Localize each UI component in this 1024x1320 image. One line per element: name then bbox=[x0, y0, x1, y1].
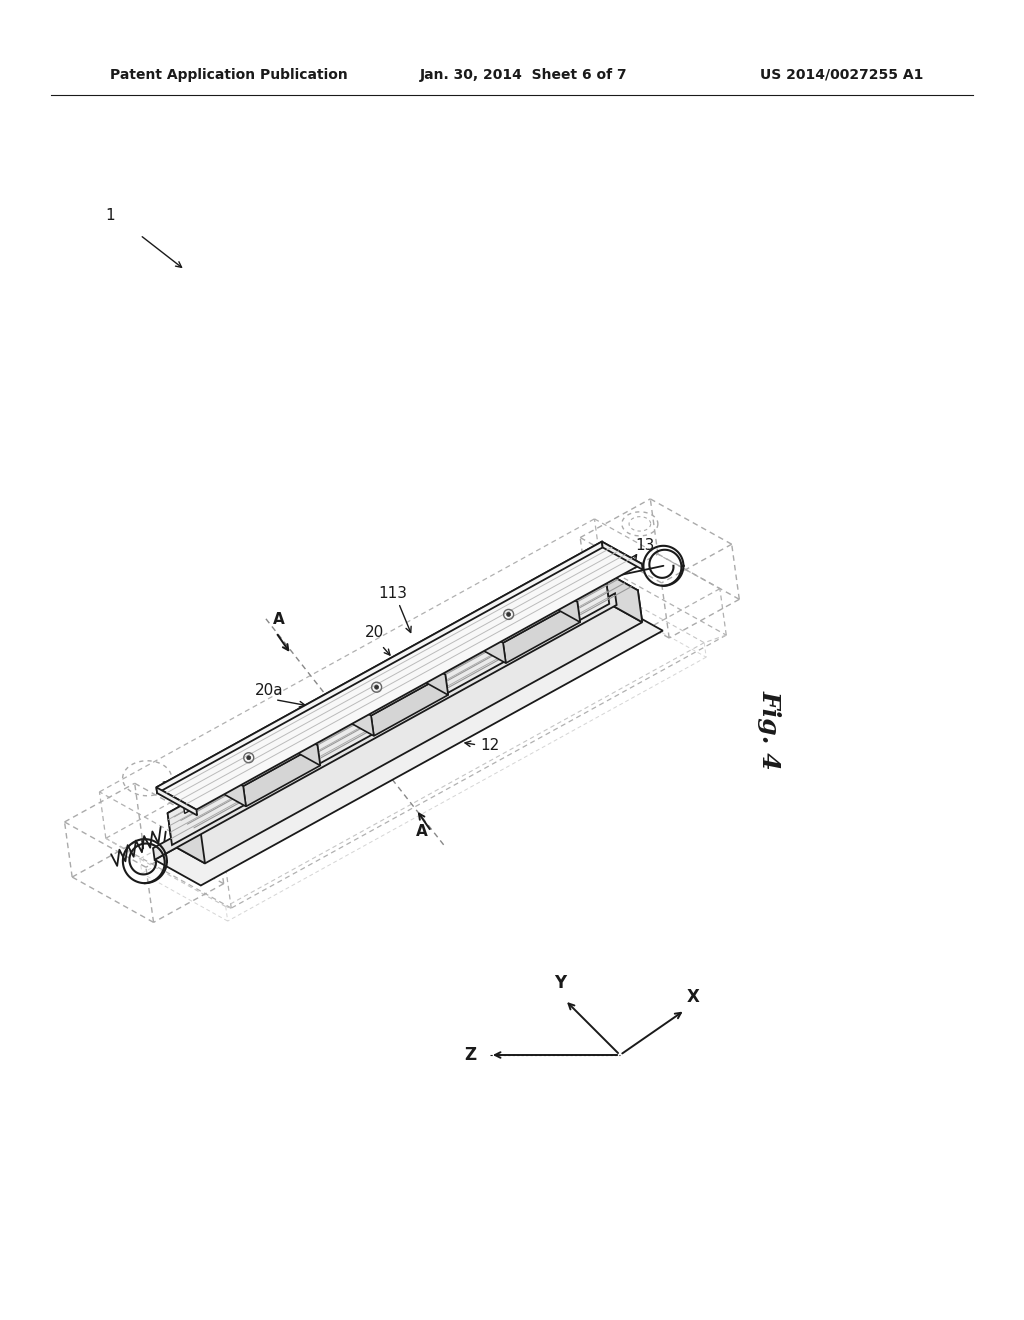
Polygon shape bbox=[338, 656, 445, 715]
Polygon shape bbox=[470, 583, 578, 643]
Polygon shape bbox=[474, 570, 617, 648]
Polygon shape bbox=[545, 583, 581, 622]
Text: 13: 13 bbox=[635, 537, 654, 553]
Polygon shape bbox=[470, 583, 547, 644]
Polygon shape bbox=[371, 675, 449, 737]
Polygon shape bbox=[157, 541, 642, 809]
Text: 12: 12 bbox=[480, 738, 500, 752]
Polygon shape bbox=[602, 541, 643, 570]
Polygon shape bbox=[183, 730, 326, 809]
Polygon shape bbox=[503, 602, 581, 663]
Polygon shape bbox=[210, 727, 287, 788]
Text: Fig. 4: Fig. 4 bbox=[758, 690, 782, 770]
Polygon shape bbox=[172, 603, 642, 863]
Polygon shape bbox=[153, 594, 616, 859]
Text: A: A bbox=[416, 825, 427, 840]
Polygon shape bbox=[157, 787, 198, 816]
Text: A: A bbox=[273, 612, 285, 627]
Polygon shape bbox=[285, 727, 321, 766]
Text: Y: Y bbox=[554, 974, 566, 993]
Text: US 2014/0027255 A1: US 2014/0027255 A1 bbox=[760, 69, 924, 82]
Text: Jan. 30, 2014  Sheet 6 of 7: Jan. 30, 2014 Sheet 6 of 7 bbox=[420, 69, 628, 82]
Polygon shape bbox=[605, 572, 642, 622]
Polygon shape bbox=[329, 651, 460, 733]
Polygon shape bbox=[155, 605, 663, 886]
Polygon shape bbox=[210, 727, 317, 787]
Polygon shape bbox=[329, 651, 471, 729]
Polygon shape bbox=[168, 572, 609, 845]
Text: Patent Application Publication: Patent Application Publication bbox=[110, 69, 348, 82]
Polygon shape bbox=[168, 572, 638, 832]
Text: Z: Z bbox=[464, 1045, 476, 1064]
Polygon shape bbox=[168, 813, 205, 863]
Polygon shape bbox=[470, 624, 506, 663]
Text: X: X bbox=[686, 987, 699, 1006]
Polygon shape bbox=[413, 656, 449, 694]
Text: 10: 10 bbox=[218, 751, 238, 766]
Text: 20a: 20a bbox=[255, 682, 284, 698]
Polygon shape bbox=[338, 656, 415, 718]
Polygon shape bbox=[183, 730, 314, 813]
Polygon shape bbox=[201, 590, 642, 863]
Text: 11: 11 bbox=[160, 780, 179, 796]
Circle shape bbox=[375, 685, 379, 689]
Circle shape bbox=[507, 612, 511, 616]
Polygon shape bbox=[338, 697, 374, 737]
Polygon shape bbox=[210, 768, 246, 807]
Text: 113: 113 bbox=[379, 586, 408, 601]
Text: 1: 1 bbox=[105, 209, 115, 223]
Polygon shape bbox=[243, 746, 321, 807]
Text: 20: 20 bbox=[365, 626, 384, 640]
Polygon shape bbox=[474, 570, 605, 652]
Circle shape bbox=[247, 756, 251, 760]
Polygon shape bbox=[157, 541, 603, 793]
